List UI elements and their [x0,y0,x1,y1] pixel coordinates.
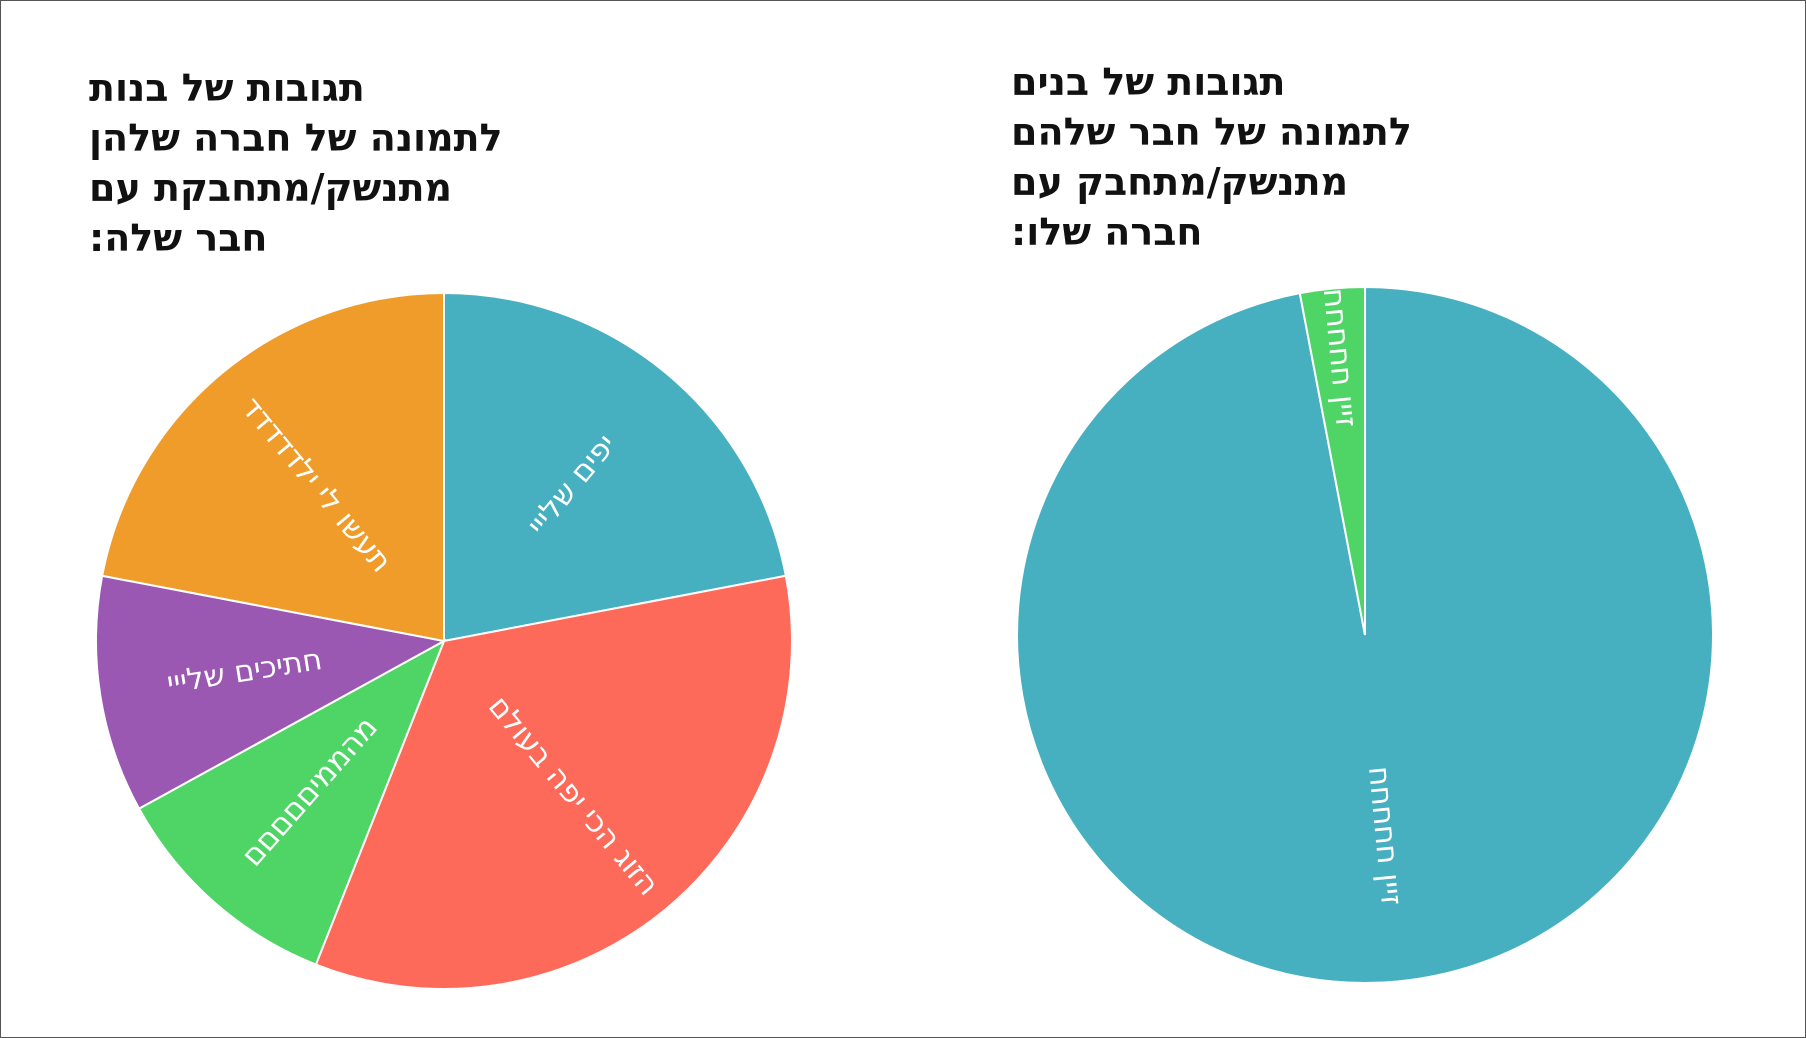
title-line: לתמונה של חברה שלהן [89,116,503,160]
pie-slice [443,291,788,643]
pie-slice [95,574,447,811]
pie-slice [100,291,445,643]
pie-slice [1298,285,1366,636]
title-line: מתנשק/מתחבקת עם [89,166,453,210]
title-line: תגובות של בנות [89,66,365,110]
pie-slice [314,574,793,990]
right-title: תגובות של בנים לתמונה של חבר שלהם מתנשק/… [1011,57,1412,257]
title-line: חברה שלו: [1011,210,1203,254]
title-line: תגובות של בנים [1011,60,1286,104]
title-line: חבר שלה: [89,216,268,260]
title-line: לתמונה של חבר שלהם [1011,110,1412,154]
title-line: מתנשק/מתחבק עם [1011,160,1349,204]
pie-slice [137,638,446,966]
left-title: תגובות של בנות לתמונה של חברה שלהן מתנשק… [89,63,503,263]
